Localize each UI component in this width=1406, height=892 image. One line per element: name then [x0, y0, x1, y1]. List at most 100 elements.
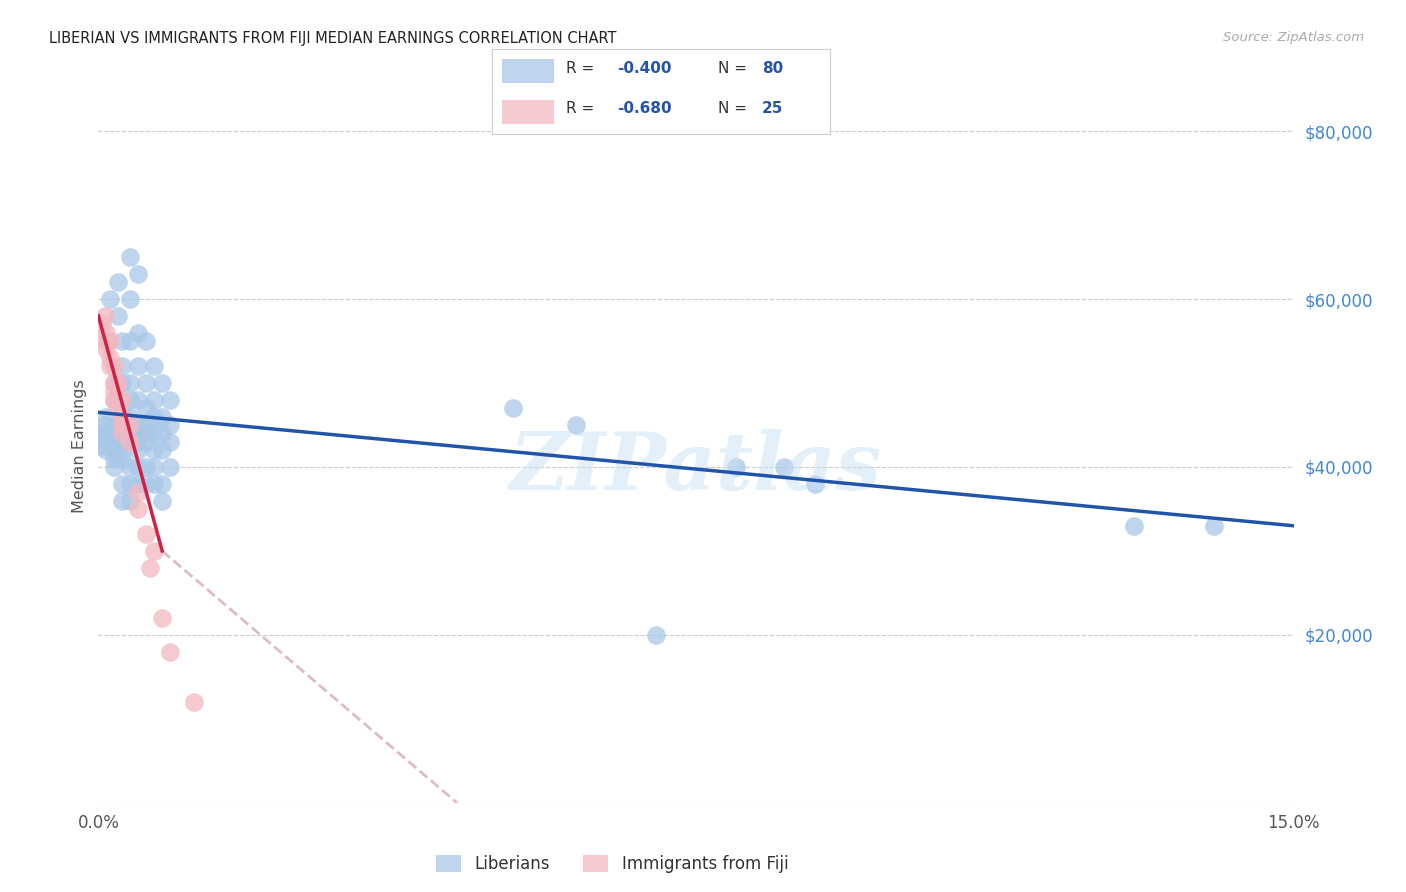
Point: [100, 292, 122, 306]
Point: [120, 334, 142, 348]
Point: [103, 376, 125, 390]
Point: [91, 439, 114, 453]
Point: [120, 476, 142, 491]
Text: Source: ZipAtlas.com: Source: ZipAtlas.com: [1223, 31, 1364, 45]
Point: [103, 426, 125, 441]
Point: [127, 502, 149, 516]
Point: [91, 318, 114, 332]
Point: [159, 434, 181, 449]
Point: [150, 376, 173, 390]
Point: [96, 443, 118, 458]
Text: 80: 80: [762, 61, 783, 76]
Text: LIBERIAN VS IMMIGRANTS FROM FIJI MEDIAN EARNINGS CORRELATION CHART: LIBERIAN VS IMMIGRANTS FROM FIJI MEDIAN …: [49, 31, 617, 46]
Point: [107, 309, 129, 323]
Point: [127, 326, 149, 340]
Point: [143, 359, 166, 374]
Point: [159, 645, 181, 659]
Point: [150, 493, 173, 508]
Point: [150, 476, 173, 491]
Point: [103, 451, 125, 466]
Point: [127, 485, 149, 500]
Point: [143, 443, 166, 458]
Point: [502, 401, 524, 416]
Point: [127, 460, 149, 475]
Point: [103, 359, 125, 374]
Point: [804, 476, 827, 491]
Point: [143, 426, 166, 441]
Point: [143, 392, 166, 407]
Point: [96, 334, 118, 348]
Point: [103, 443, 125, 458]
Point: [103, 376, 125, 390]
Point: [150, 443, 173, 458]
FancyBboxPatch shape: [502, 100, 554, 124]
Point: [120, 250, 142, 264]
Point: [111, 401, 134, 416]
Point: [111, 476, 134, 491]
Point: [111, 376, 134, 390]
Point: [135, 426, 157, 441]
Point: [135, 434, 157, 449]
Point: [100, 359, 122, 374]
Point: [135, 476, 157, 491]
Point: [103, 392, 125, 407]
Point: [143, 460, 166, 475]
Point: [94, 309, 117, 323]
Point: [120, 460, 142, 475]
Point: [120, 376, 142, 390]
Text: R =: R =: [567, 101, 599, 116]
Point: [143, 476, 166, 491]
Point: [159, 417, 181, 432]
Point: [127, 434, 149, 449]
Point: [111, 443, 134, 458]
Text: -0.680: -0.680: [617, 101, 672, 116]
Point: [645, 628, 668, 642]
Point: [97, 334, 120, 348]
Point: [150, 409, 173, 424]
Point: [127, 392, 149, 407]
Text: 25: 25: [762, 101, 783, 116]
Point: [150, 426, 173, 441]
Point: [111, 493, 134, 508]
Point: [100, 334, 122, 348]
Point: [96, 426, 118, 441]
Point: [120, 426, 142, 441]
Text: R =: R =: [567, 61, 599, 76]
Point: [107, 392, 129, 407]
Point: [111, 334, 134, 348]
Point: [120, 392, 142, 407]
Point: [111, 426, 134, 441]
Point: [1123, 518, 1146, 533]
Point: [135, 401, 157, 416]
Point: [772, 460, 794, 475]
Point: [100, 351, 122, 365]
Point: [111, 417, 134, 432]
Y-axis label: Median Earnings: Median Earnings: [72, 379, 87, 513]
Point: [107, 275, 129, 289]
Point: [107, 401, 129, 416]
Point: [107, 376, 129, 390]
Legend: Liberians, Immigrants from Fiji: Liberians, Immigrants from Fiji: [430, 848, 794, 880]
Point: [139, 560, 162, 574]
Point: [143, 409, 166, 424]
Point: [120, 493, 142, 508]
Point: [127, 426, 149, 441]
Point: [724, 460, 747, 475]
Point: [103, 384, 125, 399]
Point: [127, 417, 149, 432]
Point: [150, 611, 173, 625]
Point: [96, 434, 118, 449]
Point: [103, 417, 125, 432]
Point: [159, 460, 181, 475]
Point: [143, 544, 166, 558]
Point: [91, 426, 114, 441]
Point: [127, 443, 149, 458]
Point: [103, 460, 125, 475]
Point: [1202, 518, 1225, 533]
Text: ZIPatlas: ZIPatlas: [510, 429, 882, 506]
Text: N =: N =: [718, 101, 752, 116]
Point: [111, 434, 134, 449]
Point: [159, 392, 181, 407]
Point: [96, 409, 118, 424]
Point: [127, 359, 149, 374]
